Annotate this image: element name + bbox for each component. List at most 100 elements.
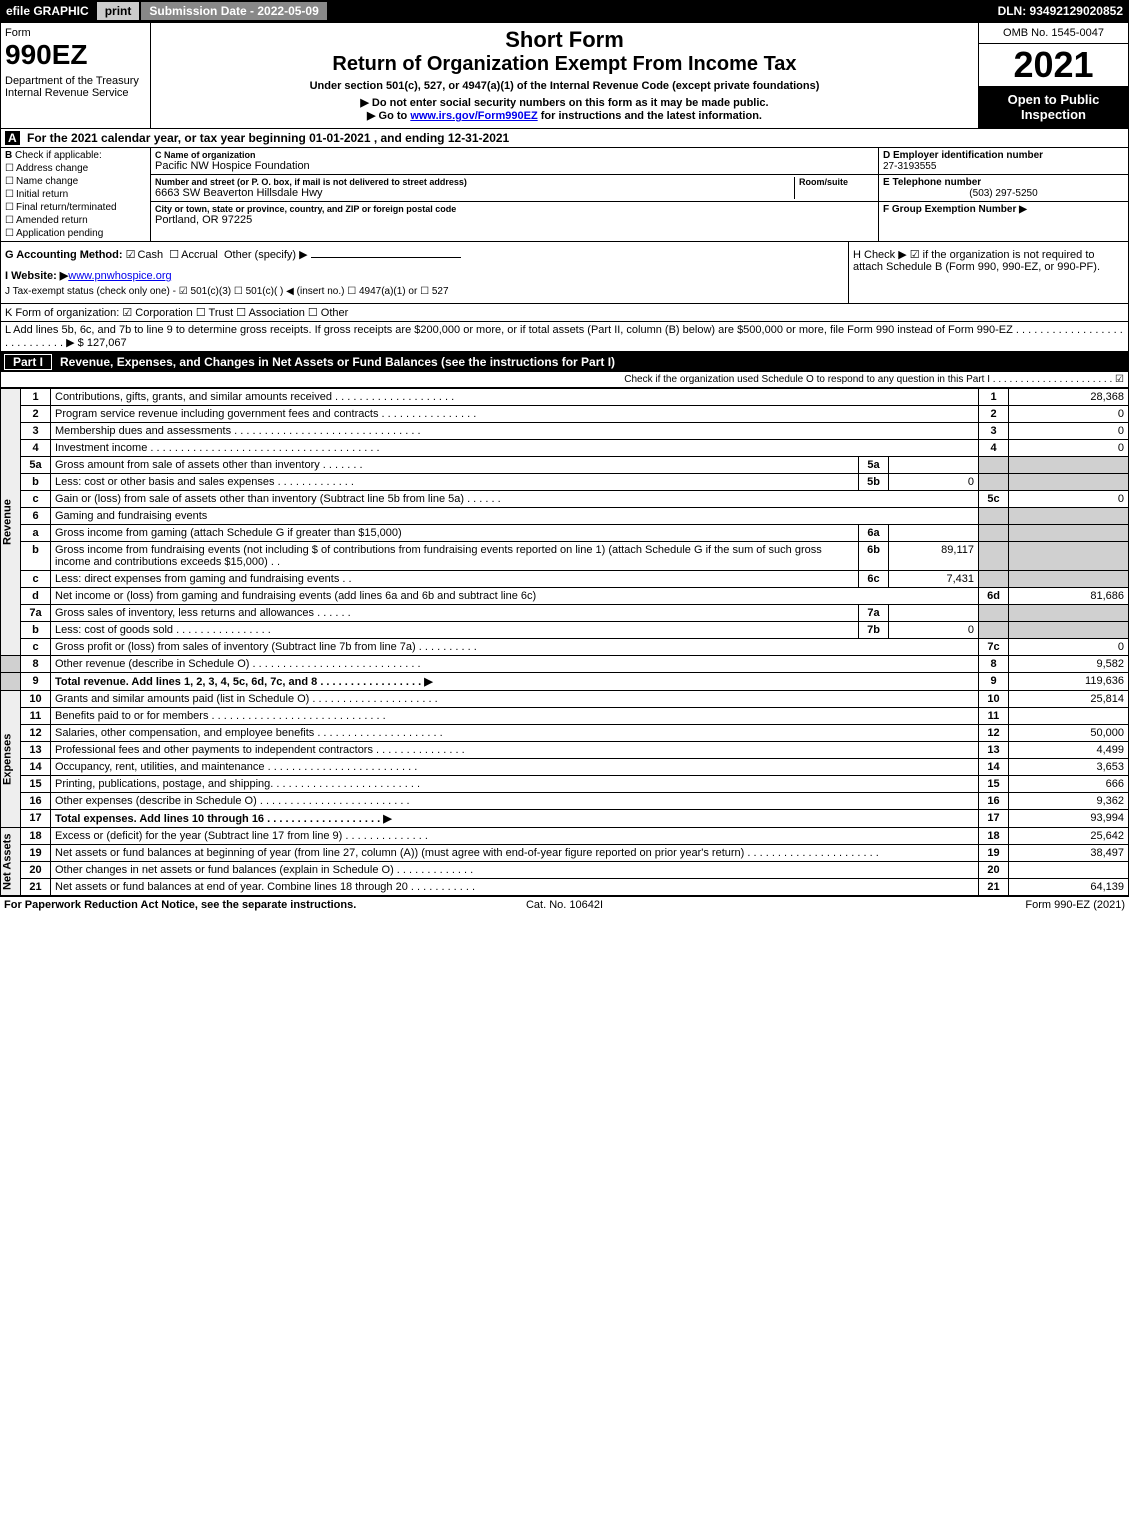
table-row: 14 Occupancy, rent, utilities, and maint… xyxy=(1,759,1129,776)
table-row: 2 Program service revenue including gove… xyxy=(1,406,1129,423)
table-row: 19 Net assets or fund balances at beginn… xyxy=(1,845,1129,862)
table-row: 20 Other changes in net assets or fund b… xyxy=(1,862,1129,879)
footer-left: For Paperwork Reduction Act Notice, see … xyxy=(4,899,378,911)
table-row: Revenue 1 Contributions, gifts, grants, … xyxy=(1,389,1129,406)
table-row: 13 Professional fees and other payments … xyxy=(1,742,1129,759)
col-c-org-info: C Name of organization Pacific NW Hospic… xyxy=(151,148,878,241)
instr-ssn: ▶ Do not enter social security numbers o… xyxy=(155,96,974,109)
part-1-title: Revenue, Expenses, and Changes in Net As… xyxy=(60,355,615,369)
row-gh: G Accounting Method: Cash Accrual Other … xyxy=(0,242,1129,304)
dln-number: DLN: 93492129020852 xyxy=(998,4,1129,18)
line-ref: 1 xyxy=(979,389,1009,406)
section-bcdef: B Check if applicable: Address change Na… xyxy=(0,148,1129,242)
side-label-revenue: Revenue xyxy=(1,389,21,656)
table-row: 4 Investment income . . . . . . . . . . … xyxy=(1,440,1129,457)
irs-link[interactable]: www.irs.gov/Form990EZ xyxy=(410,110,537,122)
website-link[interactable]: www.pnwhospice.org xyxy=(68,270,171,282)
org-addr-value: 6663 SW Beaverton Hillsdale Hwy xyxy=(155,187,794,199)
omb-number: OMB No. 1545-0047 xyxy=(979,23,1128,44)
form-word: Form xyxy=(5,27,146,39)
form-number: 990EZ xyxy=(5,39,146,71)
submission-date: Submission Date - 2022-05-09 xyxy=(141,2,326,20)
table-row: 9 Total revenue. Add lines 1, 2, 3, 4, 5… xyxy=(1,673,1129,691)
form-head-right: OMB No. 1545-0047 2021 Open to Public In… xyxy=(978,23,1128,128)
page-footer: For Paperwork Reduction Act Notice, see … xyxy=(0,896,1129,913)
form-head-left: Form 990EZ Department of the Treasury In… xyxy=(1,23,151,128)
print-button[interactable]: print xyxy=(97,2,140,20)
line-num: 1 xyxy=(21,389,51,406)
org-addr-row: Number and street (or P. O. box, if mail… xyxy=(151,175,878,202)
part-1-header: Part I Revenue, Expenses, and Changes in… xyxy=(0,352,1129,372)
g-label: G Accounting Method: xyxy=(5,249,123,261)
efile-label: efile GRAPHIC xyxy=(0,4,95,18)
table-row: 3 Membership dues and assessments . . . … xyxy=(1,423,1129,440)
row-l-text: L Add lines 5b, 6c, and 7b to line 9 to … xyxy=(5,324,1123,349)
table-row: Net Assets 18 Excess or (deficit) for th… xyxy=(1,828,1129,845)
part-1-checkrow: Check if the organization used Schedule … xyxy=(0,372,1129,388)
table-row: 16 Other expenses (describe in Schedule … xyxy=(1,793,1129,810)
table-row: 11 Benefits paid to or for members . . .… xyxy=(1,708,1129,725)
row-k-form-org: K Form of organization: ☑ Corporation ☐ … xyxy=(0,304,1129,322)
table-row: b Less: cost or other basis and sales ex… xyxy=(1,474,1129,491)
form-header: Form 990EZ Department of the Treasury In… xyxy=(0,22,1129,129)
table-row: 5a Gross amount from sale of assets othe… xyxy=(1,457,1129,474)
table-row: 8 Other revenue (describe in Schedule O)… xyxy=(1,656,1129,673)
col-de: D Employer identification number 27-3193… xyxy=(878,148,1128,241)
title-shortform: Short Form xyxy=(155,27,974,53)
table-row: c Gross profit or (loss) from sales of i… xyxy=(1,639,1129,656)
table-row: Expenses 10 Grants and similar amounts p… xyxy=(1,691,1129,708)
side-label-expenses: Expenses xyxy=(1,691,21,828)
ein-label: D Employer identification number xyxy=(883,150,1124,161)
row-j-tax-status: J Tax-exempt status (check only one) - ☑… xyxy=(5,286,844,297)
row-a-calendar-year: A For the 2021 calendar year, or tax yea… xyxy=(0,129,1129,148)
part-1-label: Part I xyxy=(4,354,52,370)
form-head-center: Short Form Return of Organization Exempt… xyxy=(151,23,978,128)
table-row: c Gain or (loss) from sale of assets oth… xyxy=(1,491,1129,508)
open-public-badge: Open to Public Inspection xyxy=(979,86,1128,128)
check-applicable-label: Check if applicable: xyxy=(15,150,102,161)
ein-value: 27-3193555 xyxy=(883,161,1124,172)
cb-name-change[interactable]: Name change xyxy=(5,176,146,187)
schedule-b-check: H Check ▶ ☑ if the organization is not r… xyxy=(848,242,1128,303)
phone-label: E Telephone number xyxy=(883,177,1124,188)
row-l-value: 127,067 xyxy=(87,337,127,349)
table-row: 17 Total expenses. Add lines 10 through … xyxy=(1,810,1129,828)
table-row: d Net income or (loss) from gaming and f… xyxy=(1,588,1129,605)
table-row: 7a Gross sales of inventory, less return… xyxy=(1,605,1129,622)
table-row: b Gross income from fundraising events (… xyxy=(1,542,1129,571)
org-name-value: Pacific NW Hospice Foundation xyxy=(155,160,874,172)
phone-row: E Telephone number (503) 297-5250 xyxy=(879,175,1128,202)
main-lines-table: Revenue 1 Contributions, gifts, grants, … xyxy=(0,388,1129,896)
cb-initial-return[interactable]: Initial return xyxy=(5,189,146,200)
org-name-row: C Name of organization Pacific NW Hospic… xyxy=(151,148,878,175)
table-row: 6 Gaming and fundraising events xyxy=(1,508,1129,525)
top-header-bar: efile GRAPHIC print Submission Date - 20… xyxy=(0,0,1129,22)
cb-accrual[interactable] xyxy=(169,249,181,261)
org-city-value: Portland, OR 97225 xyxy=(155,214,874,226)
accounting-method: G Accounting Method: Cash Accrual Other … xyxy=(1,242,848,303)
i-label: I Website: ▶ xyxy=(5,270,68,282)
org-city-label: City or town, state or province, country… xyxy=(155,204,874,214)
row-l-gross-receipts: L Add lines 5b, 6c, and 7b to line 9 to … xyxy=(0,322,1129,352)
letter-a: A xyxy=(5,131,20,145)
group-exemption-label: F Group Exemption Number ▶ xyxy=(883,204,1124,215)
cb-final-return[interactable]: Final return/terminated xyxy=(5,202,146,213)
footer-center: Cat. No. 10642I xyxy=(378,899,752,911)
cb-application-pending[interactable]: Application pending xyxy=(5,228,146,239)
line-desc: Contributions, gifts, grants, and simila… xyxy=(51,389,979,406)
phone-value: (503) 297-5250 xyxy=(883,188,1124,199)
org-city-row: City or town, state or province, country… xyxy=(151,202,878,228)
other-specify: Other (specify) ▶ xyxy=(224,249,308,261)
cb-amended-return[interactable]: Amended return xyxy=(5,215,146,226)
table-row: b Less: cost of goods sold . . . . . . .… xyxy=(1,622,1129,639)
table-row: 12 Salaries, other compensation, and emp… xyxy=(1,725,1129,742)
room-suite-label: Room/suite xyxy=(799,177,874,187)
letter-b: B xyxy=(5,150,12,161)
tax-year: 2021 xyxy=(979,44,1128,86)
cb-cash[interactable] xyxy=(126,249,138,261)
org-addr-label: Number and street (or P. O. box, if mail… xyxy=(155,177,794,187)
department: Department of the Treasury Internal Reve… xyxy=(5,75,146,99)
table-row: c Less: direct expenses from gaming and … xyxy=(1,571,1129,588)
cb-address-change[interactable]: Address change xyxy=(5,163,146,174)
subtitle: Under section 501(c), 527, or 4947(a)(1)… xyxy=(155,80,974,92)
